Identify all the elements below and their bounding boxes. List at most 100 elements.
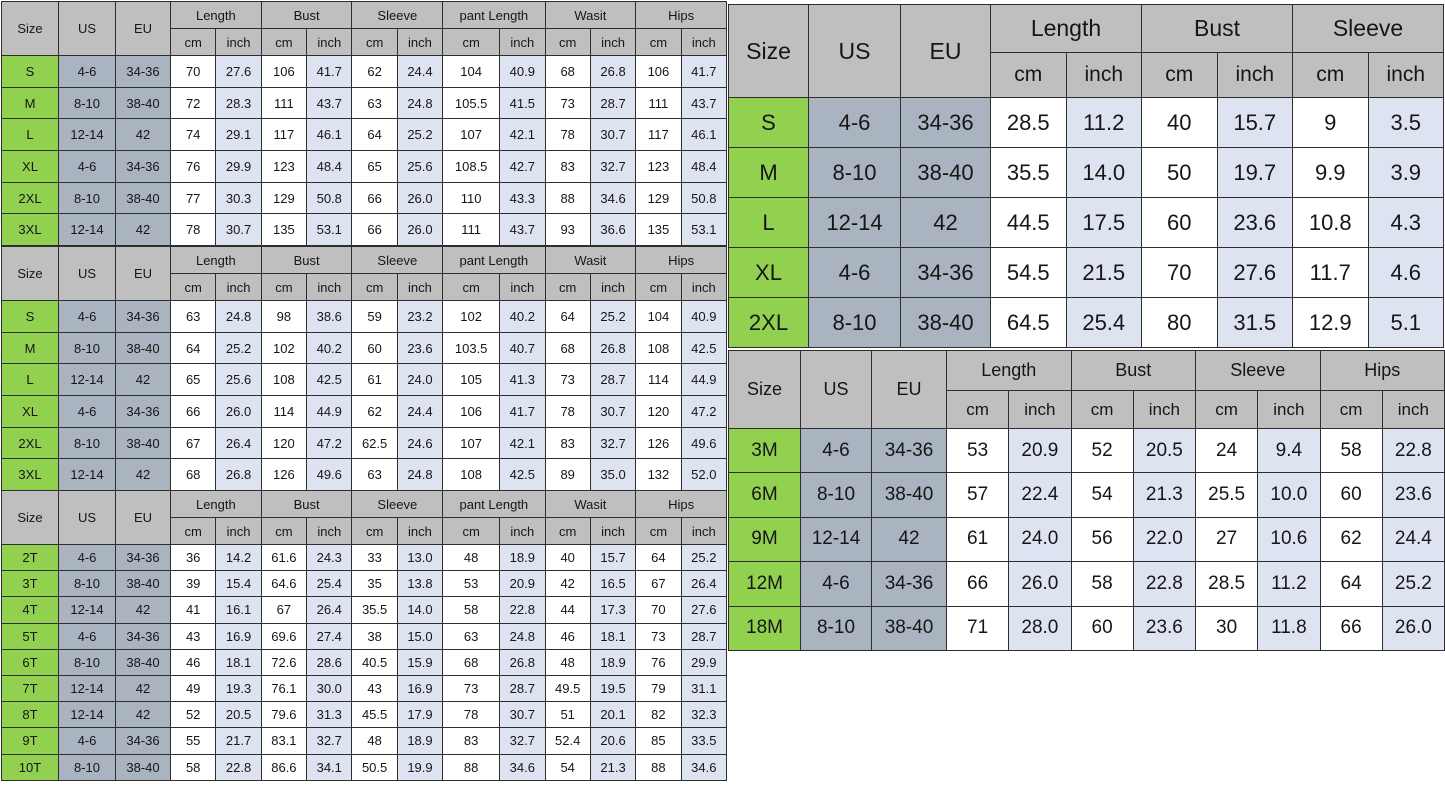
- value-cell: 21.3: [1132, 472, 1197, 518]
- table-row: 8T 12-14 42 52 20.5 79.6 31.3 45.5 17.9 78 30.7 51 2…: [1, 701, 728, 729]
- adult-size-table-2: Size US EU Length Bust Sleeve pant Length Wasit…: [1, 246, 728, 492]
- value-cell: 76.1: [260, 674, 308, 703]
- value-cell: 79: [635, 674, 682, 703]
- value-cell: 21.5: [1065, 247, 1142, 298]
- unit-header-inch: inch: [680, 517, 728, 545]
- column-group-header: Bust: [1070, 350, 1196, 391]
- value-cell: 46: [169, 648, 217, 676]
- value-cell: 46.1: [306, 118, 353, 152]
- value-cell: 4-6: [58, 543, 116, 572]
- value-cell: 63: [169, 300, 217, 333]
- unit-header-inch: inch: [589, 517, 637, 545]
- value-cell: 73: [544, 86, 591, 120]
- value-cell: 82: [635, 701, 682, 729]
- value-cell: 42.5: [499, 458, 546, 492]
- value-cell: 52.0: [680, 458, 728, 492]
- value-cell: 28.7: [589, 363, 637, 397]
- value-cell: 20.9: [499, 570, 546, 598]
- value-cell: 26.8: [589, 331, 637, 365]
- size-cell: 18M: [728, 605, 801, 651]
- column-group-header: Length: [990, 4, 1142, 53]
- value-cell: 126: [635, 426, 682, 460]
- units-header-row: cm inch cm inch cm inch cm inch cm inch cm inch: [2, 273, 728, 301]
- value-cell: 52: [169, 701, 217, 729]
- value-cell: 24.4: [396, 395, 444, 428]
- baby-size-table: Size US EU Length Bust Sleeve Hips cm inch cm inch…: [728, 350, 1445, 651]
- value-cell: 18.9: [396, 727, 444, 755]
- value-cell: 26.0: [396, 181, 444, 215]
- value-cell: 79.6: [260, 701, 308, 729]
- value-cell: 26.0: [1008, 561, 1072, 607]
- value-cell: 88: [442, 753, 501, 781]
- value-cell: 32.3: [680, 701, 728, 729]
- value-cell: 62: [351, 55, 398, 88]
- value-cell: 20.9: [1008, 427, 1072, 474]
- value-cell: 4.6: [1367, 247, 1444, 298]
- table-row: M 8-10 38-40 72 28.3 111 43.7 63 24.8 105.5 41.5 73…: [1, 86, 728, 120]
- value-cell: 15.0: [396, 622, 444, 650]
- unit-header-cm: cm: [1070, 390, 1134, 429]
- value-cell: 44: [544, 596, 591, 624]
- column-group-header: Bust: [260, 246, 353, 274]
- value-cell: 42.7: [499, 150, 546, 183]
- table-row: S 4-6 34-36 63 24.8 98 38.6 59 23.2 102 40.2 64 25.2…: [1, 300, 728, 333]
- unit-header-cm: cm: [990, 52, 1067, 98]
- value-cell: 26.8: [589, 55, 637, 88]
- unit-header-inch: inch: [499, 517, 546, 545]
- value-cell: 52.4: [544, 727, 591, 755]
- value-cell: 20.1: [589, 701, 637, 729]
- column-group-header: pant Length: [442, 1, 546, 29]
- value-cell: 120: [635, 395, 682, 428]
- value-cell: 25.6: [396, 150, 444, 183]
- value-cell: 38-40: [115, 86, 171, 120]
- value-cell: 4-6: [58, 300, 116, 333]
- value-cell: 34-36: [115, 395, 171, 428]
- value-cell: 38-40: [871, 472, 947, 518]
- value-cell: 38-40: [115, 426, 171, 460]
- value-cell: 12-14: [58, 118, 116, 152]
- value-cell: 13.0: [396, 543, 444, 572]
- value-cell: 107: [442, 426, 501, 460]
- unit-header-cm: cm: [1319, 390, 1383, 429]
- value-cell: 50.8: [306, 181, 353, 215]
- value-cell: 48: [442, 543, 501, 572]
- value-cell: 69.6: [260, 622, 308, 650]
- value-cell: 28.5: [1194, 561, 1259, 607]
- value-cell: 53: [945, 427, 1010, 474]
- value-cell: 8-10: [58, 331, 116, 365]
- value-cell: 38-40: [900, 147, 991, 198]
- units-header-row: cm inch cm inch cm inch cm inch cm inch cm inch: [2, 517, 728, 545]
- size-cell: S: [1, 300, 59, 333]
- value-cell: 40.2: [499, 300, 546, 333]
- value-cell: 114: [260, 395, 308, 428]
- value-cell: 43.7: [499, 213, 546, 247]
- adult-top-size-table: Size US EU Length Bust Sleeve cm inch cm inch cm in…: [728, 4, 1444, 348]
- value-cell: 34-36: [115, 543, 171, 572]
- value-cell: 30.3: [215, 181, 262, 215]
- column-header-us: US: [58, 490, 116, 545]
- value-cell: 31.3: [306, 701, 353, 729]
- value-cell: 29.9: [215, 150, 262, 183]
- value-cell: 111: [635, 86, 682, 120]
- size-cell: 2XL: [728, 297, 809, 348]
- value-cell: 38-40: [115, 331, 171, 365]
- value-cell: 60: [351, 331, 398, 365]
- column-group-header: Hips: [635, 1, 727, 29]
- value-cell: 42: [115, 701, 171, 729]
- value-cell: 16.5: [589, 570, 637, 598]
- size-cell: XL: [728, 247, 809, 298]
- unit-header-inch: inch: [215, 517, 262, 545]
- value-cell: 62: [1319, 516, 1383, 563]
- value-cell: 34-36: [115, 150, 171, 183]
- value-cell: 53: [442, 570, 501, 598]
- value-cell: 26.0: [215, 395, 262, 428]
- value-cell: 40: [1141, 97, 1218, 148]
- value-cell: 36.6: [589, 213, 637, 247]
- value-cell: 25.4: [1065, 297, 1142, 348]
- column-group-header: Hips: [635, 246, 727, 274]
- value-cell: 135: [260, 213, 308, 247]
- value-cell: 67: [635, 570, 682, 598]
- value-cell: 38: [351, 622, 398, 650]
- value-cell: 34-36: [115, 622, 171, 650]
- value-cell: 78: [544, 395, 591, 428]
